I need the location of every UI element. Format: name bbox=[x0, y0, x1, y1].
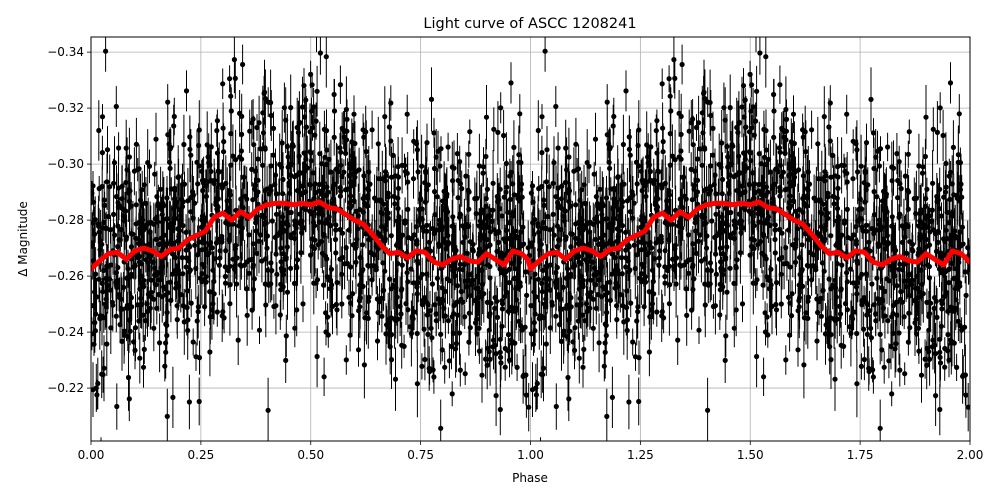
x-tick-label: 1.50 bbox=[737, 448, 764, 462]
x-tick-label: 0.00 bbox=[78, 448, 105, 462]
y-axis-ticks: −0.34 −0.32 −0.30 −0.28 −0.26 −0.24 −0.22 bbox=[47, 45, 91, 395]
x-tick-label: 0.75 bbox=[407, 448, 434, 462]
model-curve bbox=[91, 199, 970, 272]
chart-title: Light curve of ASCC 1208241 bbox=[423, 16, 636, 32]
y-tick-label: −0.34 bbox=[47, 45, 84, 59]
y-tick-label: −0.30 bbox=[47, 157, 84, 171]
y-tick-label: −0.24 bbox=[47, 325, 84, 339]
x-tick-label: 2.00 bbox=[957, 448, 984, 462]
x-tick-label: 0.25 bbox=[188, 448, 215, 462]
x-tick-label: 1.75 bbox=[847, 448, 874, 462]
y-tick-label: −0.26 bbox=[47, 269, 84, 283]
y-axis-label: Δ Magnitude bbox=[16, 201, 30, 277]
x-tick-label: 0.50 bbox=[297, 448, 324, 462]
x-tick-label: 1.00 bbox=[517, 448, 544, 462]
x-axis-ticks: 0.00 0.25 0.50 0.75 1.00 1.25 1.50 1.75 2.00 bbox=[78, 441, 984, 462]
y-tick-label: −0.28 bbox=[47, 213, 84, 227]
x-tick-label: 1.25 bbox=[627, 448, 654, 462]
y-tick-label: −0.32 bbox=[47, 101, 84, 115]
x-axis-label: Phase bbox=[512, 471, 548, 485]
y-tick-label: −0.22 bbox=[47, 381, 84, 395]
